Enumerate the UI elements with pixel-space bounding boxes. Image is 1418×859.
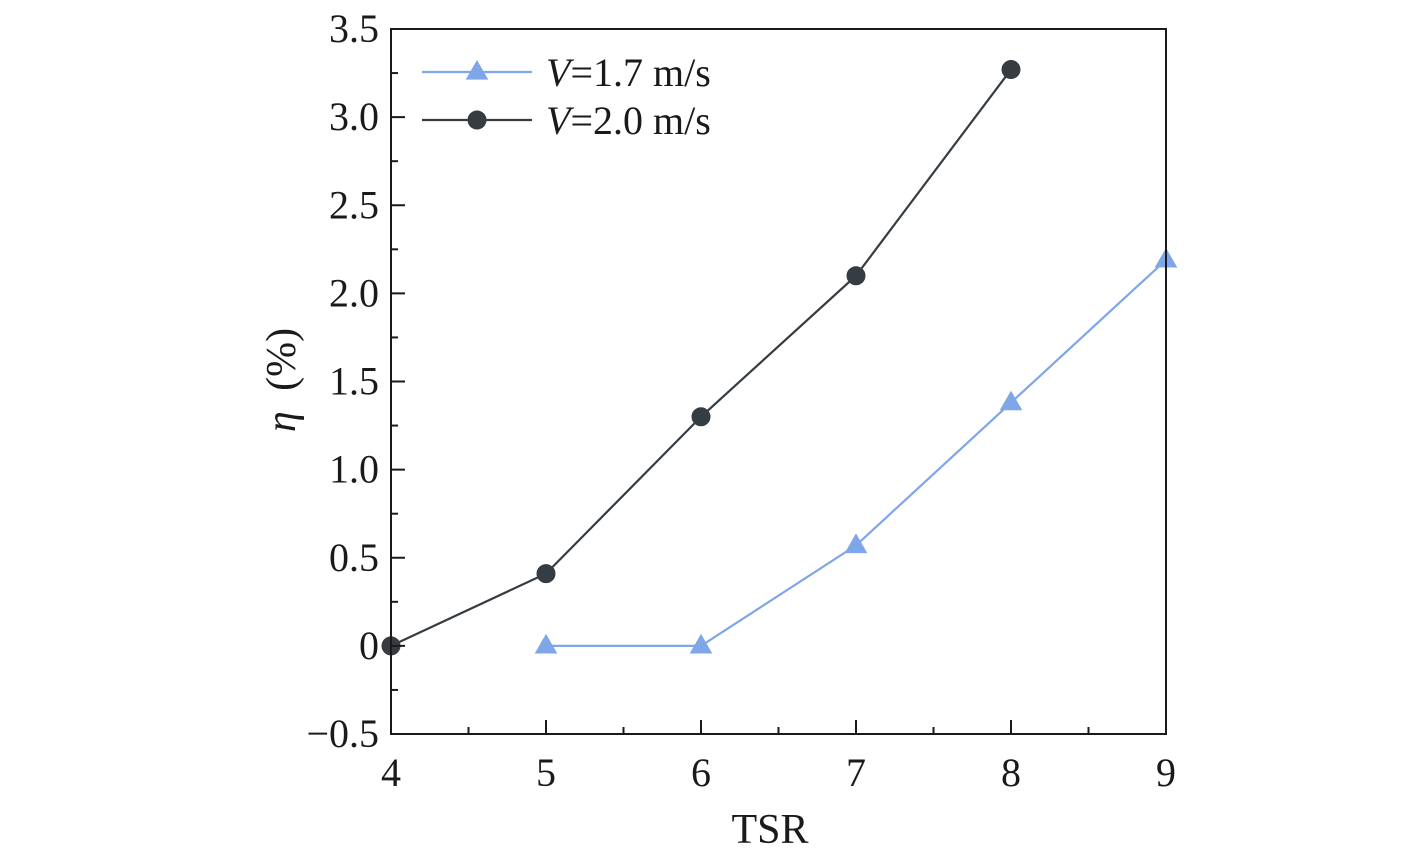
- series-line-2: [390, 68, 1012, 647]
- y-tick-label: 3.0: [329, 94, 379, 139]
- data-point-series-1: [534, 633, 558, 654]
- data-point-series-1: [689, 633, 713, 654]
- plot-frame: [390, 28, 1167, 735]
- series-line-1: [546, 259, 1167, 647]
- legend-value: =2.0 m/s: [570, 98, 710, 143]
- x-tick-label: 8: [1001, 750, 1021, 795]
- x-tick-label: 6: [691, 750, 711, 795]
- legend-variable: V: [546, 50, 575, 95]
- series-lines: [390, 68, 1167, 647]
- y-tick-label: 3.5: [329, 6, 379, 51]
- y-tick-label: 2.5: [329, 182, 379, 227]
- x-tick-label: 5: [536, 750, 556, 795]
- y-tick-label: 0: [359, 623, 379, 668]
- legend-label-2: V=2.0 m/s: [546, 98, 711, 143]
- data-point-series-2: [536, 564, 556, 584]
- y-tick-label: 0.5: [329, 535, 379, 580]
- y-axis-symbol: η: [259, 411, 305, 432]
- data-point-series-2: [691, 407, 711, 427]
- data-point-series-2: [1001, 60, 1021, 80]
- y-tick-label: 1.0: [329, 447, 379, 492]
- y-tick-label: −0.5: [306, 711, 379, 756]
- tick-labels: 4 5 6 7 8 9 −0.5 0 0.5 1.0 1.5 2.0 2.5 3.0 3.5: [306, 6, 1176, 795]
- data-point-series-1: [999, 390, 1023, 411]
- y-tick-label: 1.5: [329, 359, 379, 404]
- data-point-series-1: [844, 533, 868, 554]
- series-markers: [381, 60, 1178, 656]
- x-tick-label: 7: [846, 750, 866, 795]
- x-tick-label: 4: [381, 750, 401, 795]
- legend-variable: V: [546, 98, 575, 143]
- legend-marker-2: [467, 110, 487, 130]
- data-point-series-2: [846, 266, 866, 286]
- y-tick-label: 2.0: [329, 270, 379, 315]
- legend-marker-1: [465, 59, 489, 80]
- legend: V=1.7 m/sV=2.0 m/s: [422, 50, 711, 143]
- x-tick-label: 9: [1156, 750, 1176, 795]
- y-axis-title: η (%): [259, 328, 305, 432]
- x-axis-title: TSR: [731, 807, 808, 853]
- legend-label-1: V=1.7 m/s: [546, 50, 711, 95]
- y-axis-unit: (%): [259, 328, 305, 391]
- axes: [390, 28, 1167, 735]
- legend-value: =1.7 m/s: [570, 50, 710, 95]
